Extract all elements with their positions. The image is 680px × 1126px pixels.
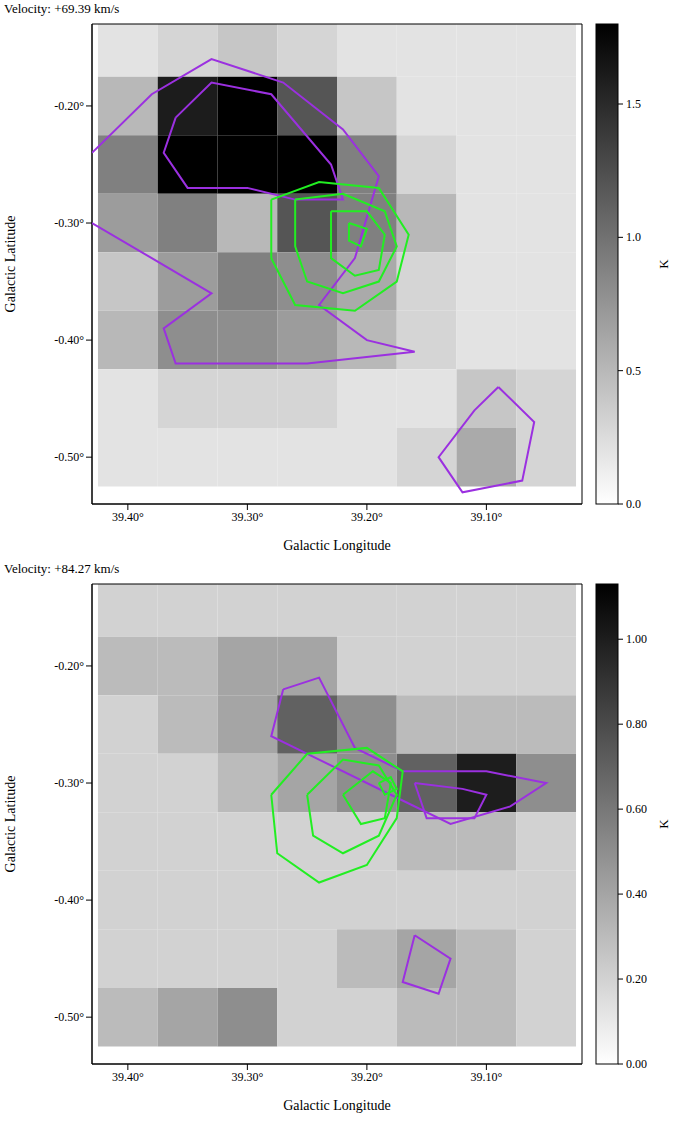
svg-text:0.5: 0.5 bbox=[626, 364, 641, 378]
svg-text:Galactic Latitude: Galactic Latitude bbox=[3, 216, 18, 313]
html-text:Velocity: +84.27 km/s: Velocity: +84.27 km/s bbox=[4, 561, 120, 576]
svg-text:39.40°: 39.40° bbox=[112, 510, 144, 524]
svg-text:0.0: 0.0 bbox=[626, 497, 641, 511]
svg-text:-0.20°: -0.20° bbox=[54, 99, 84, 113]
svg-text:1.00: 1.00 bbox=[626, 632, 647, 646]
svg-text:-0.30°: -0.30° bbox=[54, 776, 84, 790]
svg-text:Galactic Longitude: Galactic Longitude bbox=[283, 1098, 391, 1113]
svg-text:-0.50°: -0.50° bbox=[54, 1010, 84, 1024]
svg-text:-0.40°: -0.40° bbox=[54, 333, 84, 347]
svg-text:K: K bbox=[656, 819, 671, 829]
svg-text:39.30°: 39.30° bbox=[231, 510, 263, 524]
svg-text:39.20°: 39.20° bbox=[351, 1070, 383, 1084]
svg-text:-0.30°: -0.30° bbox=[54, 216, 84, 230]
svg-text:-0.20°: -0.20° bbox=[54, 659, 84, 673]
svg-text:39.10°: 39.10° bbox=[470, 1070, 502, 1084]
svg-text:39.10°: 39.10° bbox=[470, 510, 502, 524]
svg-text:K: K bbox=[656, 259, 671, 269]
svg-text:Galactic Longitude: Galactic Longitude bbox=[283, 538, 391, 553]
svg-text:1.0: 1.0 bbox=[626, 230, 641, 244]
svg-text:1.5: 1.5 bbox=[626, 97, 641, 111]
svg-text:Galactic Latitude: Galactic Latitude bbox=[3, 776, 18, 873]
svg-text:0.40: 0.40 bbox=[626, 887, 647, 901]
svg-text:-0.50°: -0.50° bbox=[54, 450, 84, 464]
svg-text:39.30°: 39.30° bbox=[231, 1070, 263, 1084]
svg-text:0.00: 0.00 bbox=[626, 1057, 647, 1071]
svg-text:-0.40°: -0.40° bbox=[54, 893, 84, 907]
svg-text:39.20°: 39.20° bbox=[351, 510, 383, 524]
svg-text:0.20: 0.20 bbox=[626, 972, 647, 986]
html-text:Velocity: +69.39 km/s: Velocity: +69.39 km/s bbox=[4, 1, 120, 16]
svg-text:0.80: 0.80 bbox=[626, 717, 647, 731]
svg-text:0.60: 0.60 bbox=[626, 802, 647, 816]
svg-text:39.40°: 39.40° bbox=[112, 1070, 144, 1084]
